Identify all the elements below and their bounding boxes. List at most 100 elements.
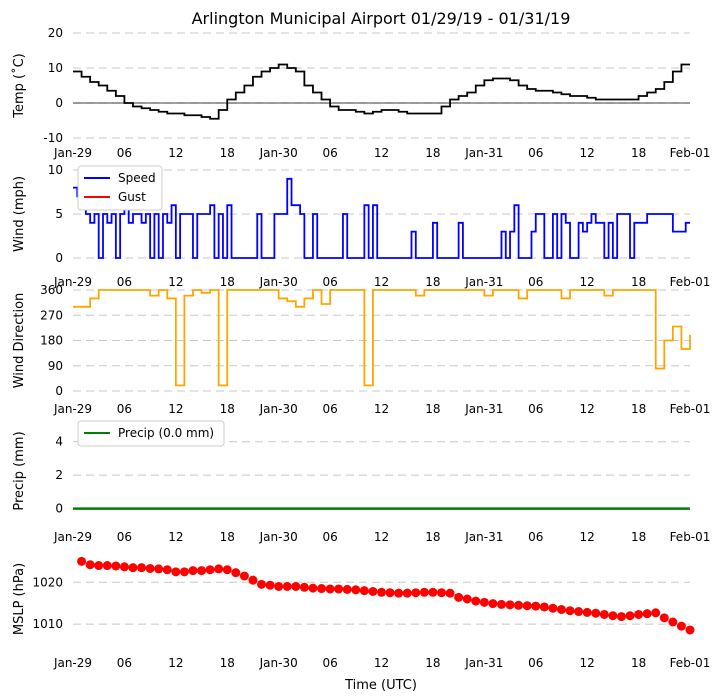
x-tick-label: 12 — [374, 275, 389, 289]
x-tick-label: 18 — [425, 146, 440, 160]
x-tick-label: 12 — [374, 402, 389, 416]
mslp-point — [222, 565, 232, 575]
mslp-point — [128, 563, 138, 573]
mslp-point — [651, 608, 661, 618]
mslp-point — [599, 609, 609, 619]
y-tick-label: 90 — [48, 359, 63, 373]
mslp-point — [119, 562, 129, 572]
x-tick-label: Jan-30 — [259, 146, 298, 160]
x-tick-label: 12 — [580, 146, 595, 160]
x-tick-label: 18 — [220, 530, 235, 544]
mslp-point — [214, 564, 224, 574]
mslp-point — [179, 567, 189, 577]
x-tick-label: Jan-30 — [259, 402, 298, 416]
mslp-point — [394, 588, 404, 598]
y-axis-label: Temp (˚C) — [11, 53, 27, 119]
x-tick-label: 18 — [425, 275, 440, 289]
mslp-point — [436, 588, 446, 598]
legend-label: Speed — [118, 171, 156, 185]
x-tick-label: Feb-01 — [670, 275, 711, 289]
mslp-point — [188, 566, 198, 576]
legend-label: Gust — [118, 190, 146, 204]
x-tick-label: 12 — [374, 530, 389, 544]
y-axis-label: Wind Direction — [12, 293, 27, 389]
mslp-point — [402, 588, 412, 598]
x-tick-label: 18 — [425, 402, 440, 416]
x-tick-label: 18 — [631, 275, 646, 289]
y-tick-label: 10 — [48, 61, 63, 75]
x-tick-label: 06 — [117, 530, 132, 544]
x-tick-label: Jan-31 — [464, 656, 503, 670]
x-tick-label: 18 — [631, 656, 646, 670]
x-tick-label: 18 — [220, 656, 235, 670]
mslp-point — [522, 601, 532, 611]
mslp-point — [668, 617, 678, 627]
mslp-point — [454, 592, 464, 602]
y-tick-label: 10 — [48, 163, 63, 177]
mslp-point — [308, 583, 318, 593]
x-tick-label: 12 — [374, 656, 389, 670]
x-tick-label: 06 — [117, 146, 132, 160]
mslp-point — [205, 565, 215, 575]
x-tick-label: Jan-30 — [259, 275, 298, 289]
mslp-point — [539, 602, 549, 612]
x-tick-label: 18 — [425, 530, 440, 544]
panel-precipitation: 0 2 4 Precip (mm) Jan-29 06 12 18 Jan-30 06 12 18 Ja… — [12, 420, 710, 544]
panel-mslp: 1010 1020 MSLP (hPa) Jan-29 06 12 18 Jan-30 06 12… — [12, 556, 710, 670]
mslp-point — [676, 621, 686, 631]
x-tick-label: 06 — [117, 402, 132, 416]
x-tick-label: 06 — [528, 656, 543, 670]
mslp-point — [514, 600, 524, 610]
x-tick-label: Jan-31 — [464, 146, 503, 160]
mslp-point — [411, 588, 421, 598]
x-tick-label: Jan-30 — [259, 530, 298, 544]
mslp-point — [582, 607, 592, 617]
y-tick-label: 0 — [55, 251, 63, 265]
x-tick-label: 06 — [528, 530, 543, 544]
x-tick-label: Jan-29 — [53, 530, 92, 544]
panel-wind: 0 5 10 Wind (mph) Jan-29 06 12 18 Jan-30 06 12 18 Ja… — [12, 163, 710, 289]
legend-box — [77, 420, 225, 447]
mslp-point — [85, 560, 95, 570]
x-tick-label: 12 — [168, 275, 183, 289]
mslp-point — [102, 561, 112, 571]
mslp-point — [548, 603, 558, 613]
x-tick-label: Jan-31 — [464, 530, 503, 544]
mslp-point — [462, 594, 472, 604]
mslp-point — [239, 571, 249, 581]
mslp-point — [248, 575, 258, 585]
mslp-point — [642, 609, 652, 619]
x-tick-label: Jan-31 — [464, 275, 503, 289]
mslp-point — [488, 599, 498, 609]
x-tick-label: 12 — [168, 146, 183, 160]
x-tick-label: Jan-29 — [53, 275, 92, 289]
x-tick-label: 06 — [322, 146, 337, 160]
mslp-point — [616, 612, 626, 622]
y-tick-label: -10 — [43, 131, 63, 145]
mslp-point — [608, 611, 618, 621]
x-tick-label: Jan-29 — [53, 402, 92, 416]
x-tick-label: 12 — [168, 530, 183, 544]
mslp-point — [496, 599, 506, 609]
mslp-point — [368, 586, 378, 596]
x-tick-label: Feb-01 — [670, 146, 711, 160]
x-tick-label: 06 — [322, 656, 337, 670]
mslp-point — [274, 581, 284, 591]
mslp-point — [445, 588, 455, 598]
mslp-point — [479, 597, 489, 607]
y-tick-label: 0 — [55, 384, 63, 398]
mslp-point — [574, 607, 584, 617]
series-line-speed — [73, 177, 690, 259]
y-tick-label: 5 — [55, 207, 63, 221]
x-tick-label: 18 — [631, 530, 646, 544]
chart-title: Arlington Municipal Airport 01/29/19 - 0… — [192, 9, 571, 28]
mslp-point — [428, 587, 438, 597]
mslp-point — [197, 566, 207, 576]
mslp-point — [317, 584, 327, 594]
mslp-point — [591, 608, 601, 618]
mslp-point — [471, 596, 481, 606]
mslp-point — [137, 563, 147, 573]
x-tick-label: 12 — [168, 656, 183, 670]
mslp-point — [556, 604, 566, 614]
